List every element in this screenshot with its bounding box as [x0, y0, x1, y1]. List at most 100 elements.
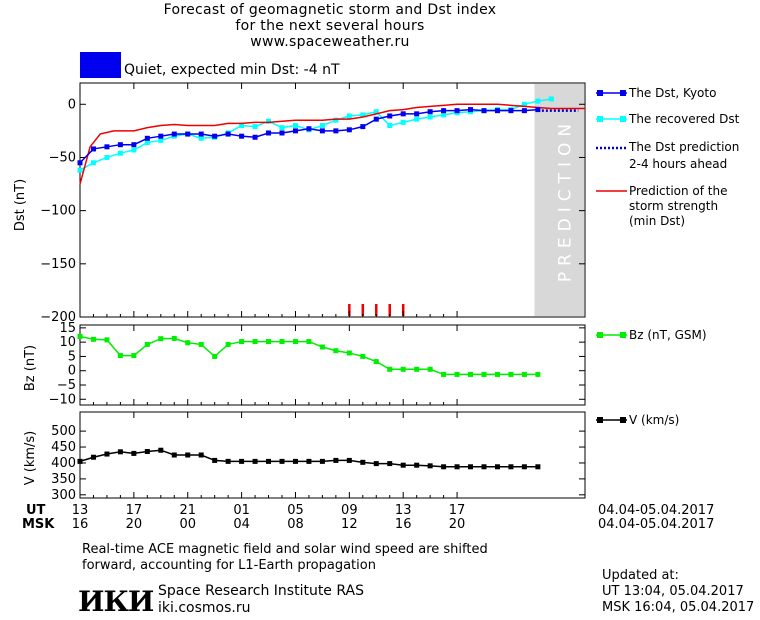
legend-item-recovered: The recovered Dst [596, 112, 740, 126]
bz-ytick-label: 15 [59, 321, 76, 336]
recovered-dst-point [144, 140, 150, 146]
bz-point [360, 353, 366, 359]
bz-point [90, 336, 96, 342]
recovered-dst-point [252, 124, 258, 130]
bz-panel-frame [79, 324, 586, 406]
status-color-swatch [80, 52, 121, 78]
legend-item-v: V (km/s) [596, 413, 679, 427]
ut-tick-label: 17 [126, 503, 143, 518]
msk-tick-label: 04 [233, 517, 250, 532]
bz-point [521, 371, 527, 377]
v-y-axis-label: V (km/s) [23, 431, 38, 486]
ut-tick-label: 21 [179, 503, 196, 518]
legend-label-kyoto: The Dst, Kyoto [628, 86, 716, 100]
v-point [266, 458, 272, 464]
bz-point [252, 339, 258, 345]
bz-point [535, 371, 541, 377]
v-point [400, 462, 406, 468]
kyoto-dst-point [454, 108, 460, 114]
title-line-1: Forecast of geomagnetic storm and Dst in… [163, 2, 497, 18]
v-ytick-label: 500 [51, 424, 76, 439]
kyoto-dst-point [171, 131, 177, 137]
kyoto-dst-point [346, 127, 352, 133]
recovered-dst-point [360, 112, 366, 118]
recovered-dst-point [373, 109, 379, 115]
legend-item-prediction: The Dst prediction 2-4 hours ahead [596, 140, 739, 171]
kyoto-dst-point [481, 108, 487, 114]
v-point [158, 447, 164, 453]
bz-point [373, 359, 379, 365]
bz-point [427, 366, 433, 372]
msk-date-range: 04.04-05.04.2017 [598, 517, 714, 532]
iki-logo: ИКИ [78, 585, 154, 618]
bz-point [387, 366, 393, 372]
v-point [252, 458, 258, 464]
kyoto-dst-point [225, 131, 231, 137]
footer-note-line-1: Real-time ACE magnetic field and solar w… [82, 542, 488, 557]
legend-item-storm: Prediction of the storm strength (min Ds… [596, 184, 728, 228]
bz-point [185, 340, 191, 346]
kyoto-dst-point [90, 146, 96, 152]
bz-point [292, 339, 298, 345]
bz-ytick-label: 10 [59, 335, 76, 350]
recovered-dst-point [441, 112, 447, 118]
bz-point [468, 371, 474, 377]
v-point [494, 464, 500, 470]
v-point [481, 464, 487, 470]
dst-ytick-label: −50 [49, 150, 76, 165]
kyoto-dst-point [441, 108, 447, 114]
recovered-dst-point [333, 117, 339, 123]
v-ytick-label: 350 [51, 472, 76, 487]
title-line-3: www.spaceweather.ru [250, 34, 410, 50]
recovered-dst-point [90, 160, 96, 166]
v-point [333, 457, 339, 463]
legend-label-storm-2: storm strength [629, 199, 718, 213]
ut-tick-label: 09 [341, 503, 358, 518]
bz-y-axis-label: Bz (nT) [23, 345, 38, 391]
dst-ytick-label: −150 [40, 257, 76, 272]
v-point [427, 463, 433, 469]
bz-point [481, 371, 487, 377]
recovered-dst-point [521, 101, 527, 107]
legend-label-recovered: The recovered Dst [628, 112, 740, 126]
v-point [360, 459, 366, 465]
recovered-dst-point [77, 167, 83, 173]
msk-tick-label: 00 [179, 517, 196, 532]
v-ytick-label: 400 [51, 456, 76, 471]
recovered-dst-point [548, 96, 554, 102]
v-point [279, 458, 285, 464]
v-ytick-label: 450 [51, 440, 76, 455]
msk-tick-label: 16 [72, 517, 89, 532]
v-point [306, 458, 312, 464]
kyoto-dst-point [508, 108, 514, 114]
kyoto-dst-point [158, 133, 164, 139]
dst-y-axis-label: Dst (nT) [13, 179, 28, 231]
institute-site[interactable]: iki.cosmos.ru [158, 600, 251, 616]
recovered-dst-point [400, 119, 406, 125]
legend-label-bz: Bz (nT, GSM) [629, 328, 707, 342]
kyoto-dst-point [198, 131, 204, 137]
status-text: Quiet, expected min Dst: -4 nT [124, 62, 340, 78]
v-point [185, 452, 191, 458]
msk-tick-label: 08 [287, 517, 304, 532]
updated-label: Updated at: [602, 568, 679, 583]
recovered-dst-point [131, 147, 137, 153]
v-point [104, 451, 110, 457]
recovered-dst-point [427, 114, 433, 120]
recovered-dst-point [117, 150, 123, 156]
institute-name: Space Research Institute RAS [158, 583, 364, 599]
bz-point [239, 339, 245, 345]
bz-point [319, 344, 325, 350]
v-point [292, 458, 298, 464]
v-point [77, 458, 83, 464]
kyoto-dst-point [360, 124, 366, 130]
kyoto-dst-point [292, 128, 298, 134]
bz-point [131, 353, 137, 359]
v-point [373, 461, 379, 467]
kyoto-dst-point [494, 108, 500, 114]
kyoto-dst-point [212, 133, 218, 139]
